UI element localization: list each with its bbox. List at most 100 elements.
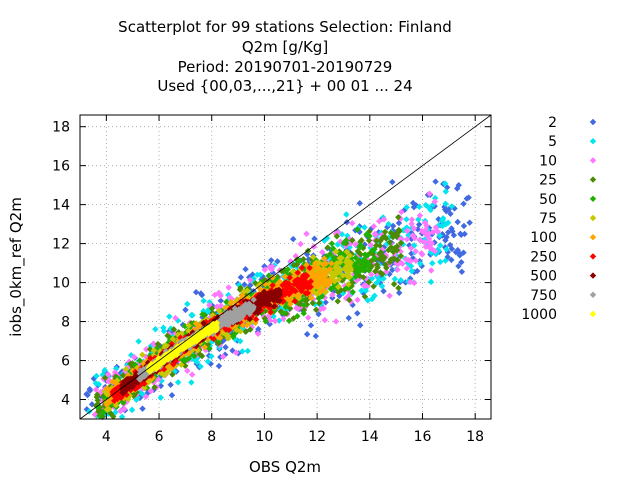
point-2: [414, 267, 421, 275]
y-tick-label: 6: [61, 354, 70, 370]
point-2: [315, 310, 322, 318]
point-250: [237, 298, 245, 306]
point-25: [316, 299, 323, 307]
point-5: [166, 313, 173, 320]
point-2: [454, 218, 461, 226]
point-2: [139, 405, 146, 412]
point-2: [354, 310, 361, 317]
point-2: [452, 248, 460, 256]
point-50: [328, 240, 336, 247]
y-tick-label: 10: [52, 276, 70, 292]
point-1000: [197, 331, 204, 338]
point-1000: [152, 365, 160, 373]
point-75: [185, 322, 192, 329]
point-10: [121, 405, 128, 413]
point-2: [443, 233, 450, 241]
point-100: [324, 281, 331, 289]
point-750: [242, 301, 249, 308]
point-50: [300, 310, 307, 317]
point-50: [280, 309, 288, 317]
point-50: [355, 267, 362, 275]
point-75: [215, 307, 223, 314]
point-5: [174, 379, 182, 386]
point-10: [360, 282, 368, 289]
point-5: [208, 353, 215, 360]
x-tick-label: 18: [466, 429, 484, 445]
point-50: [364, 252, 371, 259]
point-1000: [180, 345, 187, 352]
point-1000: [182, 343, 190, 351]
point-25: [278, 267, 285, 275]
legend-label: 5: [548, 134, 557, 150]
point-500: [120, 384, 128, 392]
point-500: [124, 381, 132, 389]
point-10: [408, 216, 416, 223]
point-100: [320, 255, 328, 262]
point-2: [241, 281, 248, 288]
point-1000: [213, 325, 220, 333]
point-2: [222, 344, 229, 351]
point-10: [232, 349, 240, 356]
point-2: [458, 268, 466, 275]
point-10: [319, 248, 326, 256]
point-75: [178, 361, 185, 369]
point-2: [466, 219, 473, 226]
point-5: [408, 267, 415, 275]
y-tick-label: 8: [61, 315, 70, 331]
point-2: [432, 178, 439, 185]
point-2: [389, 178, 396, 186]
title-line: Scatterplot for 99 stations Selection: F…: [118, 18, 452, 36]
point-250: [294, 269, 301, 276]
point-5: [397, 277, 405, 284]
point-250: [283, 279, 290, 286]
point-5: [425, 204, 433, 211]
x-tick-label: 6: [155, 429, 164, 445]
point-1000: [209, 327, 216, 335]
point-75: [105, 406, 113, 413]
point-750: [230, 313, 238, 320]
point-2: [303, 330, 311, 338]
point-10: [370, 223, 378, 230]
x-tick-label: 12: [308, 429, 326, 445]
point-10: [407, 278, 414, 286]
point-5: [200, 307, 207, 315]
point-2: [217, 297, 224, 304]
point-50: [340, 239, 348, 247]
point-25: [334, 298, 341, 305]
point-250: [297, 282, 304, 289]
point-5: [403, 204, 410, 211]
point-50: [96, 412, 103, 419]
point-2: [88, 401, 96, 408]
title-line: Q2m [g/Kg]: [242, 38, 328, 56]
point-75: [157, 369, 165, 377]
point-25: [324, 244, 331, 251]
point-10: [425, 239, 433, 246]
point-10: [420, 238, 428, 246]
point-500: [261, 293, 268, 301]
point-25: [395, 284, 402, 292]
point-10: [425, 230, 433, 237]
point-5: [443, 246, 450, 253]
point-100: [109, 378, 116, 385]
point-10: [226, 294, 233, 301]
legend-label: 2: [548, 115, 557, 131]
point-75: [150, 347, 158, 354]
point-25: [379, 234, 387, 241]
point-100: [317, 267, 324, 274]
point-10: [431, 198, 439, 205]
point-500: [254, 309, 262, 317]
legend-label: 50: [539, 192, 557, 208]
point-25: [393, 243, 401, 250]
point-10: [412, 257, 419, 264]
point-10: [219, 353, 227, 360]
point-250: [286, 283, 293, 291]
point-100: [243, 321, 251, 329]
point-10: [405, 256, 412, 264]
point-2: [454, 185, 461, 192]
point-5: [378, 282, 386, 290]
point-5: [184, 300, 191, 308]
x-tick-label: 14: [361, 429, 379, 445]
point-10: [403, 265, 411, 272]
point-25: [379, 270, 386, 278]
point-5: [152, 325, 159, 333]
